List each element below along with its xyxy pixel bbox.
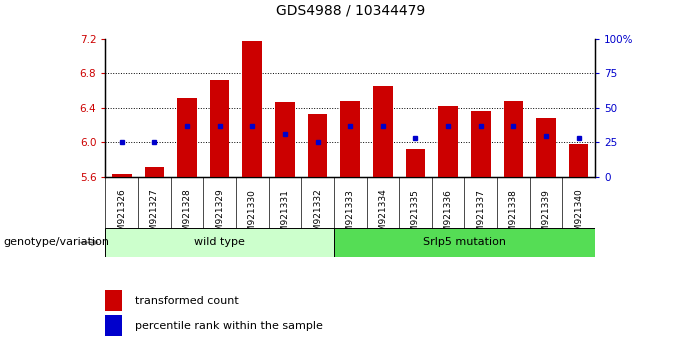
Bar: [439, 106, 458, 177]
Bar: [373, 86, 392, 177]
Text: GSM921336: GSM921336: [443, 189, 453, 244]
Bar: [145, 167, 164, 177]
Bar: [243, 41, 262, 177]
Text: wild type: wild type: [194, 238, 245, 247]
Text: GSM921328: GSM921328: [182, 189, 192, 244]
Text: GSM921339: GSM921339: [541, 189, 551, 244]
Bar: [112, 175, 131, 177]
Bar: [308, 114, 327, 177]
Text: genotype/variation: genotype/variation: [3, 238, 109, 247]
Bar: [105, 315, 122, 336]
Text: GSM921337: GSM921337: [476, 189, 486, 244]
Bar: [569, 144, 588, 177]
Bar: [341, 101, 360, 177]
Text: GSM921331: GSM921331: [280, 189, 290, 244]
Text: GSM921327: GSM921327: [150, 189, 159, 244]
Bar: [471, 112, 490, 177]
Bar: [105, 290, 122, 311]
Text: GSM921333: GSM921333: [345, 189, 355, 244]
Text: GSM921334: GSM921334: [378, 189, 388, 244]
Bar: [275, 102, 294, 177]
Text: Srlp5 mutation: Srlp5 mutation: [423, 238, 506, 247]
Text: percentile rank within the sample: percentile rank within the sample: [135, 320, 323, 331]
Text: transformed count: transformed count: [135, 296, 239, 306]
Text: GSM921335: GSM921335: [411, 189, 420, 244]
Bar: [406, 149, 425, 177]
Text: GSM921326: GSM921326: [117, 189, 126, 244]
Bar: [177, 98, 197, 177]
Bar: [210, 80, 229, 177]
Text: GSM921340: GSM921340: [574, 189, 583, 244]
Text: GSM921329: GSM921329: [215, 189, 224, 244]
Bar: [334, 228, 595, 257]
Text: GSM921330: GSM921330: [248, 189, 257, 244]
Text: GSM921338: GSM921338: [509, 189, 518, 244]
Text: GSM921332: GSM921332: [313, 189, 322, 244]
Bar: [537, 118, 556, 177]
Bar: [105, 228, 334, 257]
Bar: [504, 101, 523, 177]
Text: GDS4988 / 10344479: GDS4988 / 10344479: [275, 4, 425, 18]
